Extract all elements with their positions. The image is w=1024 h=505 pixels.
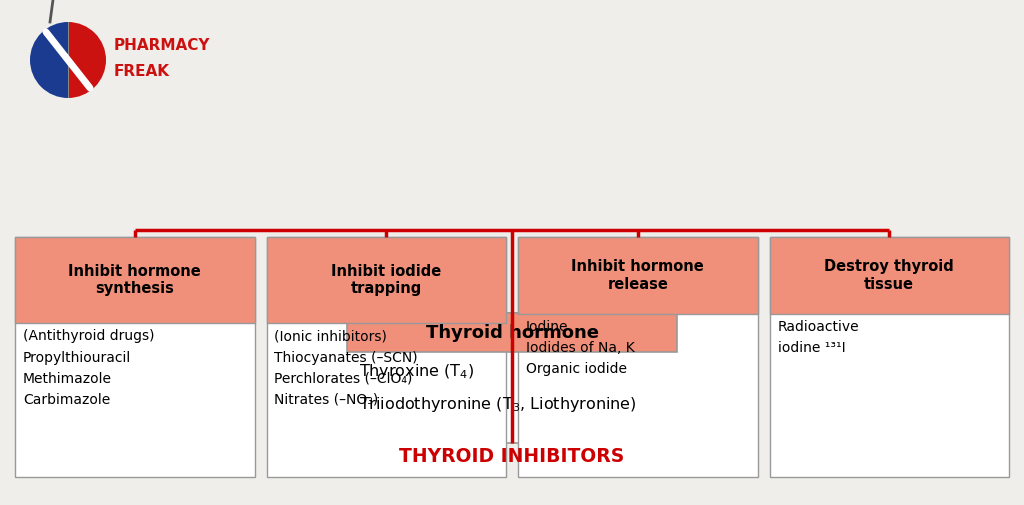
FancyBboxPatch shape [347, 313, 677, 443]
FancyBboxPatch shape [266, 237, 506, 323]
FancyBboxPatch shape [15, 237, 255, 477]
Text: Inhibit hormone
synthesis: Inhibit hormone synthesis [69, 264, 201, 296]
Text: Iodine
Iodides of Na, K
Organic iodide: Iodine Iodides of Na, K Organic iodide [526, 320, 635, 376]
Text: THYROID INHIBITORS: THYROID INHIBITORS [399, 447, 625, 467]
Text: Radioactive
iodine ¹³¹I: Radioactive iodine ¹³¹I [777, 320, 859, 355]
FancyBboxPatch shape [15, 237, 255, 323]
Wedge shape [30, 22, 68, 98]
FancyBboxPatch shape [518, 237, 758, 314]
Text: (Antithyroid drugs)
Propylthiouracil
Methimazole
Carbimazole: (Antithyroid drugs) Propylthiouracil Met… [23, 329, 155, 407]
FancyBboxPatch shape [769, 237, 1009, 314]
Text: FREAK: FREAK [114, 65, 170, 79]
Text: Thyroxine (T$_4$)
Triiodothyronine (T$_3$, Liothyronine): Thyroxine (T$_4$) Triiodothyronine (T$_3… [359, 362, 637, 414]
Text: (Ionic inhibitors)
Thiocyanates (–SCN)
Perchlorates (–ClO₄)
Nitrates (–NO₃): (Ionic inhibitors) Thiocyanates (–SCN) P… [274, 329, 418, 407]
Text: PHARMACY: PHARMACY [114, 38, 211, 54]
FancyBboxPatch shape [347, 313, 677, 352]
Text: Inhibit iodide
trapping: Inhibit iodide trapping [331, 264, 441, 296]
Wedge shape [68, 22, 106, 98]
Text: Inhibit hormone
release: Inhibit hormone release [571, 259, 705, 291]
Text: Destroy thyroid
tissue: Destroy thyroid tissue [824, 259, 954, 291]
FancyBboxPatch shape [518, 237, 758, 477]
FancyBboxPatch shape [266, 237, 506, 477]
FancyBboxPatch shape [769, 237, 1009, 477]
Text: Thyroid hormone: Thyroid hormone [426, 324, 598, 341]
